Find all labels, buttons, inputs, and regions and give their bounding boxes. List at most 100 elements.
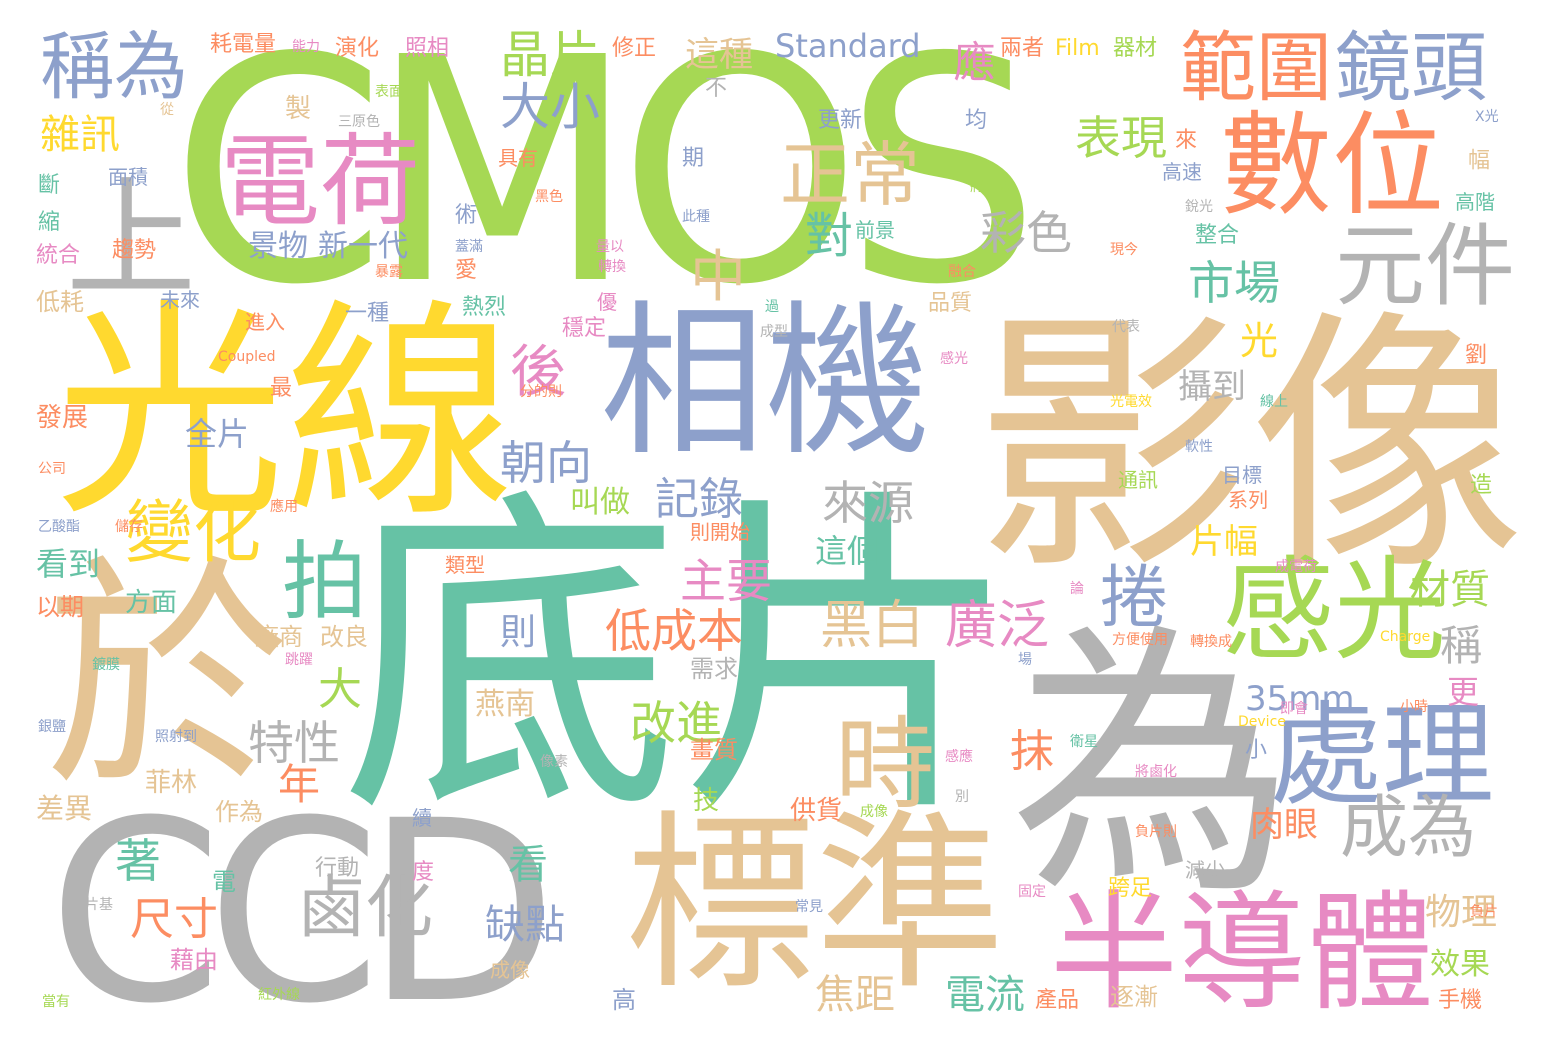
- word-huazhi: 畫質: [690, 736, 738, 764]
- word-chang: 場: [1018, 652, 1032, 668]
- word-zao: 造: [1470, 473, 1493, 498]
- word-gudingc: 固定: [1018, 884, 1046, 900]
- word-yiqi: 以期: [36, 593, 84, 621]
- word-duan: 斷: [38, 173, 61, 198]
- word-standard: Standard: [775, 27, 921, 65]
- word-kan: 看: [508, 842, 548, 888]
- word-juan: 捲: [1100, 559, 1169, 638]
- word-yuanlai: 銀鹽: [38, 719, 66, 735]
- word-haodianliang: 耗電量: [210, 32, 277, 57]
- word-xuqiu: 需求: [690, 655, 738, 683]
- word-jianshao: 減少: [1185, 858, 1225, 882]
- word-ccd: CCD: [48, 767, 558, 1052]
- word-ruiguang: 銳光: [1185, 199, 1213, 215]
- word-pai: 拍: [282, 533, 368, 632]
- word-fu: 幅: [1464, 148, 1489, 170]
- word-dihao: 低耗: [36, 288, 84, 316]
- word-jun: 均: [965, 108, 988, 133]
- word-zuowei: 作為: [215, 798, 263, 826]
- word-daibiao: 代表: [1112, 319, 1140, 335]
- word-xiaoguo: 效果: [1430, 947, 1490, 982]
- word-bianhua: 變化: [125, 494, 262, 573]
- word-liangyi: 量以: [596, 239, 624, 255]
- word-dui: 對: [805, 208, 854, 264]
- word-pianze: 負片則: [1135, 824, 1177, 840]
- word-charge: Charge: [1380, 629, 1431, 645]
- word-xiaoshi: 小時: [1400, 699, 1428, 715]
- word-da: 大: [318, 664, 362, 715]
- word-shuwei: 數位: [1220, 101, 1444, 231]
- word-luhuacheng: 將鹵化: [1135, 764, 1177, 780]
- word-ganxiang: 感光: [940, 351, 968, 367]
- word-chanpin: 產品: [1035, 988, 1080, 1013]
- word-hou: 後: [510, 340, 566, 405]
- word-changjian: 常見: [795, 899, 823, 915]
- word-dianhe: 電荷: [220, 123, 420, 240]
- word-wei: 為: [1010, 601, 1295, 933]
- word-weilai: 未來: [160, 288, 200, 312]
- word-gailiang: 改良: [320, 623, 368, 651]
- word-kuazu: 跨足: [1108, 876, 1153, 901]
- word-guangdian: 光電效: [1110, 394, 1152, 410]
- word-feilin: 菲林: [145, 768, 198, 798]
- word-coupled: Coupled: [218, 349, 276, 365]
- word-gaijin: 改進: [630, 696, 722, 750]
- word-piancai: 片基: [85, 897, 113, 913]
- word-jinru: 進入: [245, 310, 285, 334]
- word-mo: 抹: [1010, 726, 1054, 777]
- word-guangfan: 廣泛: [945, 596, 1050, 656]
- word-bandaoti: 半導體: [1050, 879, 1435, 1028]
- word-ganguang: 感光: [1222, 546, 1446, 676]
- word-zhaoxiang: 照相: [405, 36, 450, 61]
- word-shi: 時: [835, 706, 935, 823]
- word-leixing: 類型: [445, 553, 485, 577]
- word-laiyuan: 來源: [822, 476, 914, 530]
- word-device: Device: [1238, 714, 1286, 730]
- word-zhege: 這個: [815, 532, 880, 570]
- word-chengdiance: 成電荷: [1275, 559, 1317, 575]
- word-cmos: CMOS: [170, 0, 1041, 353]
- word-du: 度: [412, 860, 435, 885]
- word-jingwu: 景物: [248, 229, 308, 264]
- word-qi: 期: [682, 146, 705, 171]
- word-zui: 最: [270, 376, 293, 401]
- word-kuan: X光: [1475, 109, 1499, 125]
- word-relie: 熱烈: [462, 295, 507, 320]
- word-xiandai: 現今: [1110, 242, 1138, 258]
- word-qianjing: 前景: [855, 218, 895, 242]
- word-dianliu: 電流: [945, 972, 1025, 1018]
- word-gonghuo: 供貨: [790, 796, 843, 826]
- word-zhubu: 逐漸: [1110, 983, 1158, 1011]
- word-zhezhong: 這種: [685, 35, 753, 75]
- word-shuzhuan: 轉換: [598, 259, 626, 275]
- word-yanhua: 演化: [335, 36, 380, 61]
- word-texing: 特性: [248, 716, 340, 770]
- word-ji: 技: [693, 786, 720, 816]
- word-chengxiang: 成像: [490, 958, 530, 982]
- word-hongwaixian: 紅外線: [258, 987, 300, 1003]
- word-xu: 續: [412, 806, 432, 830]
- word-biaozhun: 標準: [625, 794, 1006, 1015]
- word-bie: 別: [955, 789, 969, 805]
- word-liangzhe: 兩者: [1000, 36, 1045, 61]
- word-sansegu: 三原色: [338, 114, 380, 130]
- word-ruanxing: 軟性: [1185, 439, 1213, 455]
- word-guang: 光: [1240, 319, 1279, 363]
- word-caizhi: 材質: [1410, 567, 1490, 613]
- word-xinyidai: 新一代: [318, 229, 408, 264]
- word-ying: 應: [947, 40, 996, 82]
- word-zhenghe: 整合: [1195, 223, 1240, 248]
- word-lun: 論: [1070, 581, 1084, 597]
- word-mubiao: 目標: [1222, 463, 1262, 487]
- word-congc: 從: [160, 102, 174, 118]
- word-zhuyao: 主要: [680, 554, 772, 608]
- word-yuanjian: 元件: [1335, 214, 1515, 319]
- word-jiyin: 即會: [1280, 701, 1308, 717]
- word-xiangsu: 像素: [540, 754, 568, 770]
- word-pianf: 負片: [1470, 904, 1498, 920]
- word-shu: 術: [455, 203, 478, 228]
- word-liu: 劉: [1465, 343, 1488, 368]
- word-jinhe: 融合: [948, 264, 976, 280]
- word-yannan: 燕南: [475, 687, 535, 722]
- word-quedian: 缺點: [485, 902, 565, 948]
